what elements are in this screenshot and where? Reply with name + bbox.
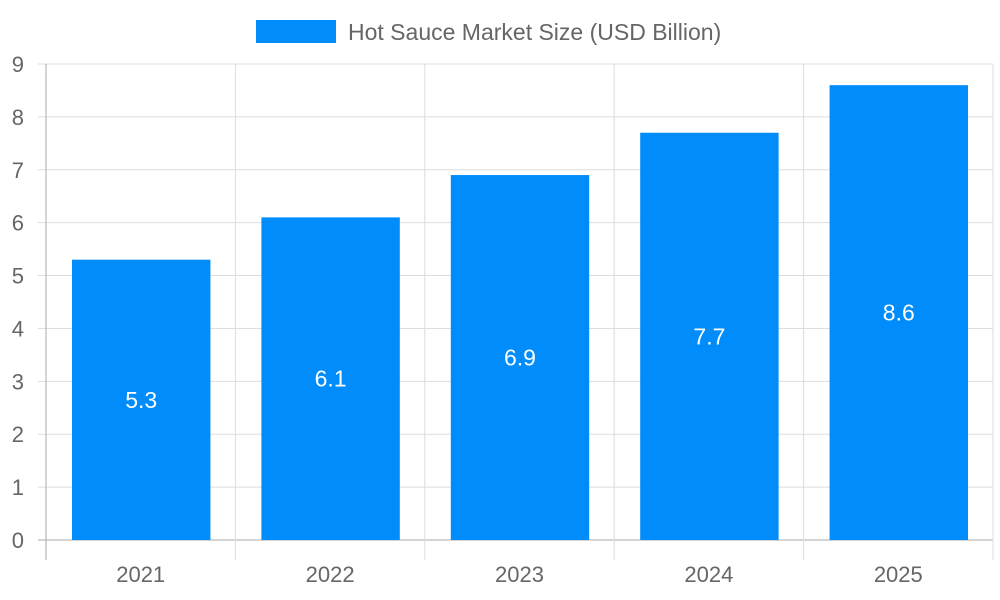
y-tick-label: 8	[12, 105, 24, 130]
y-tick-label: 4	[12, 316, 24, 341]
x-tick-label: 2021	[116, 562, 165, 587]
x-tick-label: 2023	[495, 562, 544, 587]
x-tick-label: 2022	[306, 562, 355, 587]
data-label: 7.7	[693, 323, 725, 349]
x-tick-label: 2025	[874, 562, 923, 587]
data-label: 6.1	[315, 366, 347, 392]
y-tick-label: 6	[12, 211, 24, 236]
legend-label: Hot Sauce Market Size (USD Billion)	[348, 19, 721, 45]
y-tick-label: 2	[12, 422, 24, 447]
x-tick-label: 2024	[684, 562, 733, 587]
bar-2025[interactable]	[829, 85, 968, 541]
y-tick-label: 0	[12, 528, 24, 553]
bar-2022[interactable]	[261, 217, 400, 540]
y-tick-label: 7	[12, 158, 24, 183]
data-label: 5.3	[125, 387, 157, 413]
legend-swatch	[256, 20, 336, 43]
bar-2023[interactable]	[450, 175, 590, 541]
bar-2021[interactable]	[72, 259, 211, 540]
axes: 0 1 2 3 4 5 6 7 8 9 2021 2022 2023 2024 2025	[12, 52, 923, 587]
y-tick-label: 1	[12, 475, 24, 500]
y-tick-label: 3	[12, 369, 24, 394]
bars: 5.3 6.1 6.9 7.7 8.6	[72, 85, 968, 541]
y-tick-label: 5	[12, 264, 24, 289]
data-label: 8.6	[883, 300, 915, 326]
bar-2024[interactable]	[640, 132, 779, 540]
legend[interactable]: Hot Sauce Market Size (USD Billion)	[256, 19, 721, 45]
y-tick-label: 9	[12, 52, 24, 77]
data-label: 6.9	[504, 345, 536, 371]
